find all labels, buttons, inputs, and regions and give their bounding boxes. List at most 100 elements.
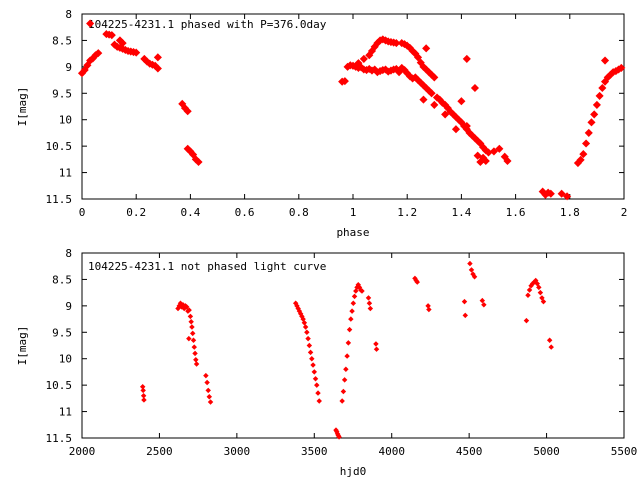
data-point <box>536 284 542 291</box>
data-point <box>526 287 533 293</box>
data-point <box>305 335 311 342</box>
data-point <box>189 330 196 337</box>
data-point <box>427 89 436 98</box>
data-point <box>534 280 541 287</box>
x-tick-label: 4500 <box>456 445 483 458</box>
data-point <box>307 349 314 356</box>
data-point <box>582 139 591 148</box>
data-point <box>441 110 450 119</box>
y-axis-label: I[mag] <box>16 326 29 366</box>
x-tick-label: 4000 <box>378 445 405 458</box>
y-tick-label: 8 <box>65 247 72 260</box>
data-point <box>341 377 348 383</box>
data-point <box>309 355 315 362</box>
plot-frame <box>81 252 625 439</box>
x-tick-label: 3500 <box>301 445 328 458</box>
data-point <box>311 369 318 375</box>
y-tick-label: 10.5 <box>46 379 73 392</box>
data-point <box>468 267 475 273</box>
data-point <box>546 189 555 198</box>
data-point <box>470 83 479 93</box>
data-point <box>557 189 566 198</box>
data-point <box>422 44 431 53</box>
x-tick-label: 2 <box>621 206 628 219</box>
data-point <box>206 394 213 400</box>
data-point <box>546 337 553 343</box>
unphased-light-curve-panel: 2000 2500 3000 3500 4000 4500 5000 5500 8 8.5 9 9.5… <box>16 247 637 478</box>
data-point <box>118 39 127 48</box>
data-point <box>132 48 141 57</box>
data-point <box>340 77 349 86</box>
data-point <box>373 346 380 352</box>
data-point <box>204 379 210 386</box>
data-point <box>462 122 471 131</box>
data-point <box>194 157 203 167</box>
y-tick-label: 10.5 <box>46 140 73 153</box>
data-point <box>186 335 192 342</box>
y-tick-label: 9 <box>65 61 72 74</box>
data-point <box>451 125 461 134</box>
plot-frame <box>81 13 625 200</box>
data-point <box>563 192 572 201</box>
data-point <box>351 293 358 300</box>
data-point <box>467 260 473 267</box>
x-tick-label: 0 <box>79 206 86 219</box>
data-point <box>312 376 319 382</box>
data-point <box>427 70 436 79</box>
data-point <box>183 107 192 116</box>
x-tick-label: 5000 <box>533 445 560 458</box>
data-point <box>316 398 322 404</box>
data-point <box>373 341 379 347</box>
x-tick-label: 5500 <box>611 445 638 458</box>
data-point <box>189 324 195 330</box>
data-point <box>348 316 354 322</box>
data-point <box>153 64 162 73</box>
data-point <box>80 65 89 75</box>
data-point <box>314 382 320 388</box>
data-point <box>188 318 194 325</box>
data-point <box>187 313 194 320</box>
x-tick-label: 2000 <box>69 445 96 458</box>
data-point <box>359 288 365 294</box>
data-point <box>140 392 147 399</box>
data-point <box>315 390 321 396</box>
data-point <box>539 295 545 301</box>
chart-title: 104225-4231.1 phased with P=376.0day <box>88 18 327 31</box>
y-tick-label: 11 <box>59 406 72 419</box>
data-point <box>86 19 95 28</box>
data-point <box>523 317 530 324</box>
x-tick-label: 1.6 <box>506 206 526 219</box>
data-point <box>190 337 197 343</box>
data-point <box>414 279 420 285</box>
data-point <box>353 288 359 294</box>
data-point <box>471 274 478 280</box>
data-point <box>430 100 439 109</box>
data-point <box>340 388 347 395</box>
x-tick-label: 2500 <box>146 445 173 458</box>
data-point <box>587 118 596 127</box>
y-tick-label: 9 <box>65 300 72 313</box>
data-point <box>598 83 607 93</box>
data-point <box>462 312 468 319</box>
data-point <box>600 56 610 65</box>
data-point <box>366 300 373 306</box>
data-point <box>339 398 345 404</box>
data-point <box>537 289 544 296</box>
data-point <box>301 320 308 326</box>
data-point <box>540 298 547 305</box>
y-tick-label: 11.5 <box>46 193 73 206</box>
data-point <box>476 157 485 167</box>
x-tick-label: 1.8 <box>560 206 580 219</box>
phased-light-curve-panel: 0 0.2 0.4 0.6 0.8 1 1.2 1.4 1.6 1.8 2 8 8.5 9 9.5 10 10.… <box>16 8 627 239</box>
data-point <box>310 362 316 368</box>
data-point <box>343 366 349 373</box>
data-point <box>207 399 214 405</box>
data-point <box>336 434 342 440</box>
data-point <box>413 53 423 62</box>
data-point <box>489 147 498 156</box>
data-point <box>183 304 190 310</box>
y-tick-label: 11 <box>59 167 72 180</box>
data-point <box>462 54 471 63</box>
data-point <box>186 307 192 313</box>
